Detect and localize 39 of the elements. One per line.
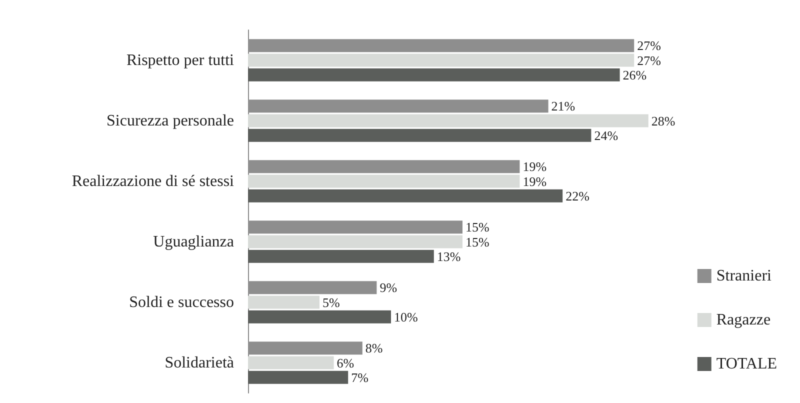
bar: [248, 54, 634, 67]
legend-label: Ragazze: [716, 312, 771, 328]
bar: [248, 250, 434, 263]
legend-label: Stranieri: [716, 268, 772, 284]
data-label: 13%: [436, 248, 461, 264]
data-label: 5%: [322, 294, 340, 310]
data-label: 24%: [594, 128, 618, 143]
bar: [248, 310, 391, 324]
y-tick-label: Soldi e successo: [129, 294, 234, 311]
bar: [248, 189, 563, 202]
data-label: 26%: [622, 67, 647, 82]
legend-label: TOTALE: [716, 356, 778, 372]
bar: [248, 114, 648, 128]
data-label: 19%: [522, 174, 547, 189]
y-tick-label: Uguaglianza: [153, 233, 234, 250]
bar: [248, 296, 320, 309]
y-tick-label: Rispetto per tutti: [126, 52, 235, 69]
data-label: 7%: [351, 370, 369, 385]
y-tick-label: Sicurezza personale: [106, 112, 234, 130]
y-tick-label: Realizzazione di sé stessi: [72, 172, 235, 190]
bar: [248, 174, 520, 188]
bar: [248, 370, 348, 384]
y-tick-label: Solidarietà: [164, 354, 234, 372]
data-label: 6%: [336, 355, 354, 370]
bar: [248, 68, 620, 82]
data-label: 28%: [651, 113, 676, 128]
data-label: 22%: [566, 188, 590, 204]
data-label: 27%: [637, 38, 662, 54]
data-label: 19%: [522, 159, 547, 174]
bar: [248, 128, 592, 142]
bar: [248, 235, 462, 248]
data-label: 9%: [380, 280, 398, 296]
data-label: 27%: [637, 52, 662, 68]
bar: [248, 356, 334, 370]
data-label: 15%: [466, 220, 490, 235]
data-label: 10%: [394, 309, 418, 324]
data-label: 8%: [365, 340, 383, 356]
data-label: 21%: [551, 98, 576, 114]
data-label: 15%: [466, 234, 490, 250]
